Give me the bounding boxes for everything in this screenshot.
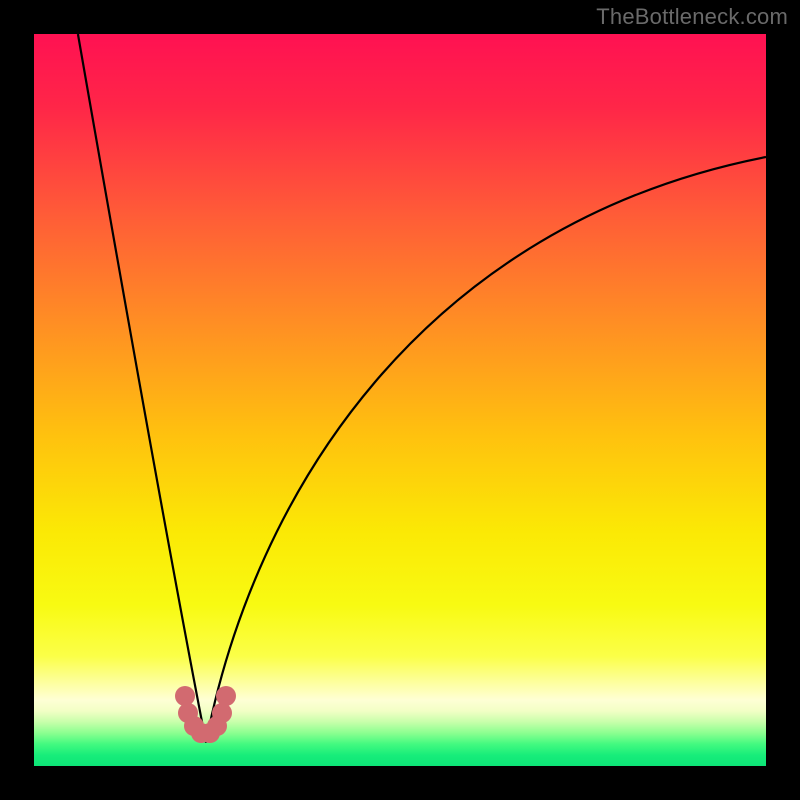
attribution-label: TheBottleneck.com	[596, 4, 788, 30]
bottleneck-curve	[34, 34, 766, 766]
curve-path	[78, 34, 766, 743]
plot-area	[34, 34, 766, 766]
